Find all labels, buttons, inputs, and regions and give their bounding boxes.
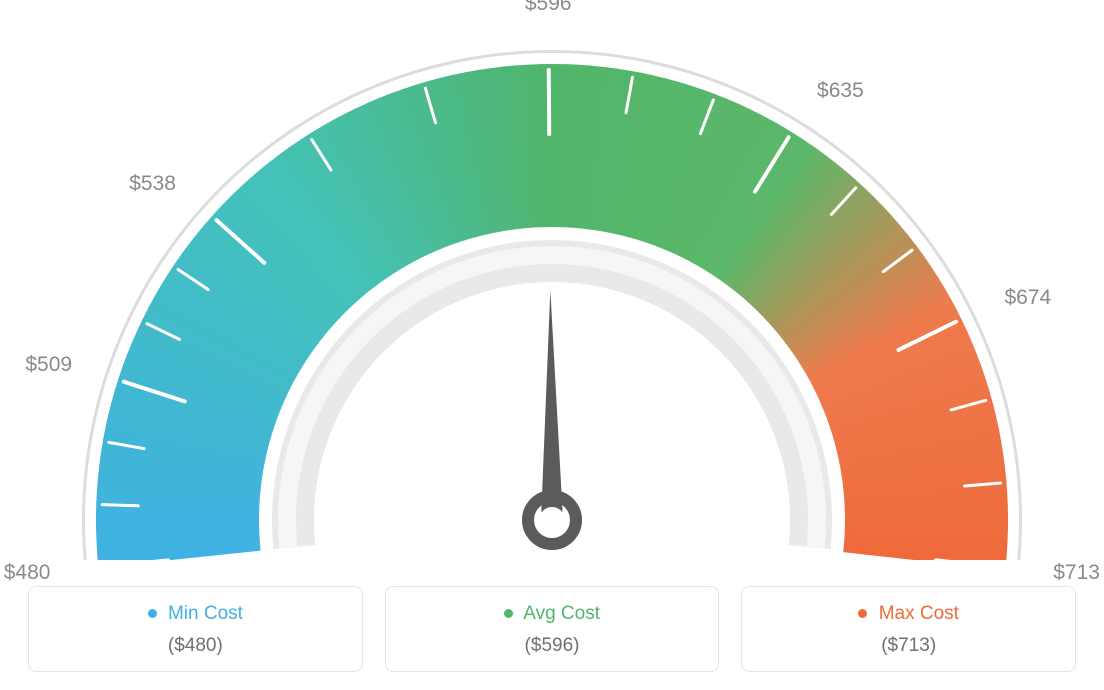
- gauge-tick-label: $713: [1053, 561, 1100, 585]
- max-dot-icon: [858, 609, 867, 618]
- max-value: ($713): [752, 635, 1065, 657]
- max-label: Max Cost: [879, 603, 959, 624]
- gauge-tick-label: $635: [817, 79, 864, 103]
- avg-label: Avg Cost: [523, 603, 600, 624]
- min-label: Min Cost: [168, 603, 243, 624]
- legend-row: Min Cost ($480) Avg Cost ($596) Max Cost…: [0, 586, 1104, 672]
- gauge-tick-label: $509: [25, 353, 72, 377]
- gauge-tick-label: $596: [525, 0, 572, 16]
- gauge-tick-label: $674: [1004, 286, 1051, 310]
- avg-value: ($596): [396, 635, 709, 657]
- gauge-needle: [541, 290, 563, 520]
- legend-card-min: Min Cost ($480): [28, 586, 363, 672]
- min-dot-icon: [148, 609, 157, 618]
- cost-gauge: $480$509$538$596$635$674$713: [0, 0, 1104, 560]
- min-value: ($480): [39, 635, 352, 657]
- gauge-tick-label: $538: [129, 172, 176, 196]
- avg-dot-icon: [504, 609, 513, 618]
- legend-card-avg: Avg Cost ($596): [385, 586, 720, 672]
- legend-card-max: Max Cost ($713): [741, 586, 1076, 672]
- gauge-tick-label: $480: [4, 561, 51, 585]
